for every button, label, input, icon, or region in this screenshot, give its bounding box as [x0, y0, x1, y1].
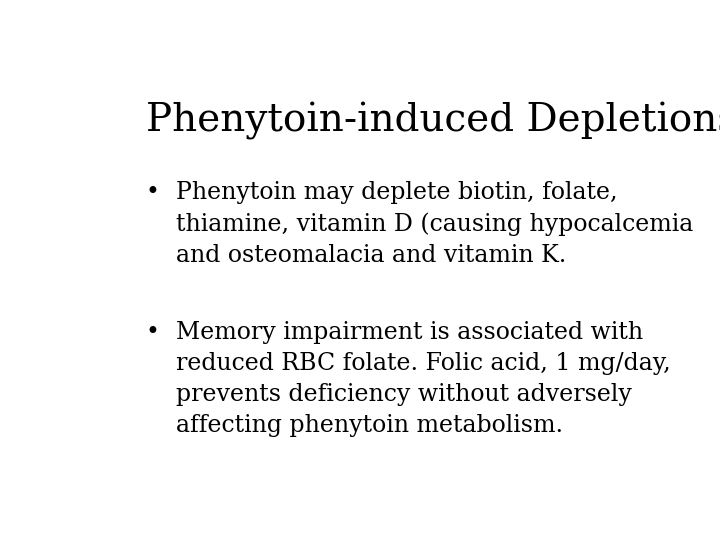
Text: •: • [145, 321, 160, 343]
Text: Memory impairment is associated with
reduced RBC folate. Folic acid, 1 mg/day,
p: Memory impairment is associated with red… [176, 321, 671, 437]
Text: Phenytoin-induced Depletions: Phenytoin-induced Depletions [145, 102, 720, 140]
Text: Phenytoin may deplete biotin, folate,
thiamine, vitamin D (causing hypocalcemia
: Phenytoin may deplete biotin, folate, th… [176, 181, 694, 267]
Text: •: • [145, 181, 160, 204]
